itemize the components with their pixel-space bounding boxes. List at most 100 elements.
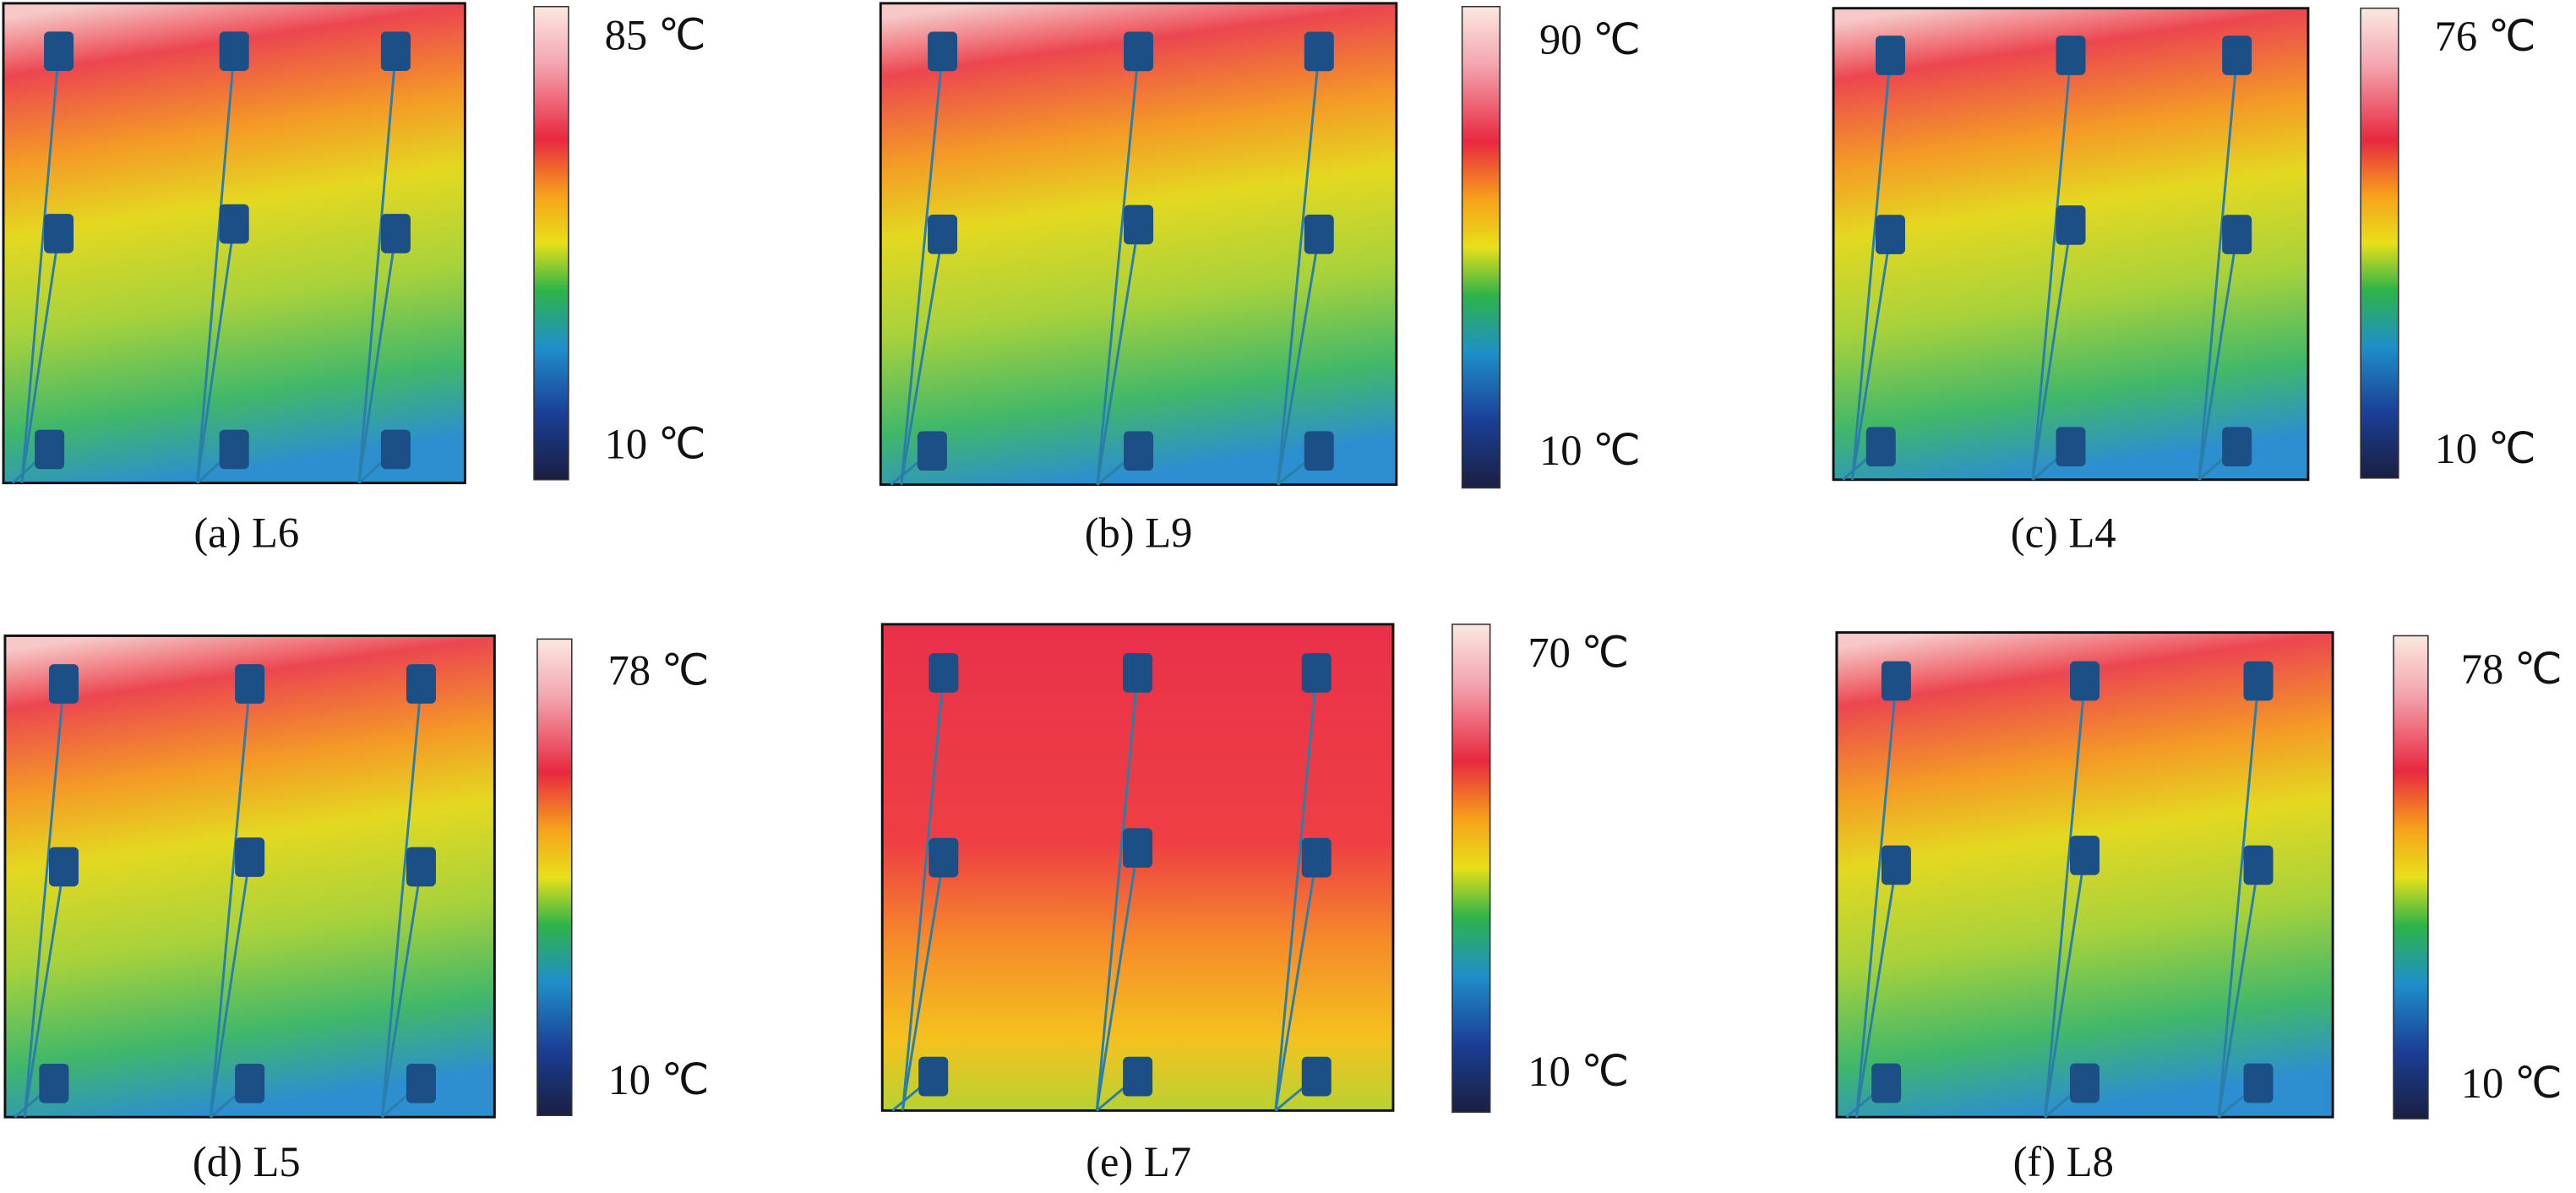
sensor [380, 429, 411, 470]
sensor [219, 204, 249, 244]
sensor-wire [380, 684, 422, 1118]
colorbar-min-label: 10 ℃ [2461, 1060, 2562, 1107]
sensor-wire [196, 223, 236, 483]
sensor-wire [1851, 234, 1892, 480]
sensor-wire [1095, 673, 1140, 1111]
sensor-wire [1276, 234, 1321, 485]
colorbar [1461, 5, 1501, 489]
sensor-wire [1274, 857, 1318, 1111]
sensor [2056, 35, 2086, 75]
sensor [1124, 431, 1154, 471]
sensor-wire [1854, 680, 1898, 1118]
sensor [1881, 845, 1911, 885]
sensor [1865, 427, 1896, 467]
sensor [1124, 204, 1154, 245]
sensor-wire [20, 233, 61, 483]
sensor [406, 847, 436, 887]
sensor [1875, 35, 1905, 75]
sensor [1304, 431, 1334, 471]
sensor [1301, 837, 1332, 878]
sensor [1304, 215, 1334, 254]
sensor-wire [901, 673, 945, 1111]
sensor [406, 664, 436, 704]
sensor [35, 429, 65, 470]
sensor-wire [209, 684, 252, 1118]
sensor [406, 1063, 436, 1103]
sensor-wire [1851, 55, 1892, 480]
colorbar-max-label: 78 ℃ [2461, 646, 2562, 693]
colorbar-min-label: 10 ℃ [608, 1056, 710, 1103]
colorbar-min-label: 10 ℃ [605, 420, 706, 467]
sensor [1123, 653, 1153, 693]
sensor [1871, 1063, 1902, 1103]
sensor-wire [1096, 51, 1141, 485]
sensor-wire [23, 866, 65, 1118]
sensor [1124, 31, 1154, 72]
sensor [1123, 828, 1153, 868]
colorbar-min-label: 10 ℃ [2435, 425, 2536, 472]
colorbar-max-label: 76 ℃ [2435, 13, 2536, 60]
sensor [918, 1056, 949, 1097]
sensor [380, 31, 411, 71]
sensor-wire [2031, 225, 2072, 480]
sensor [1301, 1056, 1332, 1097]
sensor [2243, 661, 2274, 701]
sensor-wire [196, 51, 236, 483]
panel-caption: (e) L7 [1086, 1138, 1191, 1185]
sensor-wire [901, 857, 945, 1111]
sensor [235, 664, 265, 704]
sensor [2243, 1063, 2274, 1103]
panel-caption: (d) L5 [193, 1138, 301, 1185]
sensor-wire [1276, 51, 1321, 485]
sensor-wire [20, 51, 61, 483]
sensor-wire [2031, 55, 2072, 480]
sensor-wire [357, 51, 397, 483]
sensor [1301, 653, 1332, 693]
colorbar [533, 5, 569, 481]
colorbar-max-label: 90 ℃ [1539, 16, 1641, 63]
sensor-wire [2044, 680, 2086, 1118]
sensor-wire [1096, 224, 1141, 485]
sensor-wire [2197, 234, 2239, 480]
colorbar-max-label: 78 ℃ [608, 647, 710, 695]
sensor [929, 653, 959, 693]
sensor-wire [357, 233, 397, 483]
sensor-wire [209, 857, 252, 1118]
colorbar-max-label: 85 ℃ [605, 11, 706, 58]
colorbar [536, 638, 573, 1117]
sensor [1123, 1056, 1153, 1097]
sensor-wire [2217, 864, 2260, 1118]
sensor-wire [900, 234, 944, 485]
sensor [2070, 1063, 2100, 1103]
colorbar-min-label: 10 ℃ [1539, 427, 1641, 474]
sensor-wire [2217, 680, 2260, 1118]
sensor [44, 214, 74, 253]
panel-caption: (c) L4 [2011, 509, 2116, 556]
sensor [380, 214, 411, 253]
sensor [2070, 836, 2100, 875]
sensor-wire [2197, 55, 2239, 480]
colorbar [1451, 624, 1491, 1114]
sensor [2056, 205, 2086, 245]
sensor [2070, 661, 2100, 701]
sensor [235, 1063, 265, 1103]
panel-caption: (a) L6 [193, 509, 299, 556]
sensor [929, 837, 959, 878]
sensor-wire [900, 51, 945, 485]
colorbar [2393, 635, 2429, 1119]
sensor [2222, 215, 2252, 254]
sensor [1875, 215, 1905, 254]
sensor [928, 31, 958, 72]
sensor [2056, 427, 2086, 467]
sensor [1304, 31, 1334, 72]
colorbar-min-label: 10 ℃ [1528, 1048, 1629, 1095]
sensor [917, 431, 947, 471]
sensor [219, 429, 249, 470]
colorbar [2360, 7, 2399, 479]
sensor [2222, 35, 2252, 75]
sensor-wire [1274, 673, 1318, 1111]
colorbar-max-label: 70 ℃ [1528, 629, 1629, 676]
sensor [219, 31, 249, 71]
sensor [235, 837, 265, 877]
